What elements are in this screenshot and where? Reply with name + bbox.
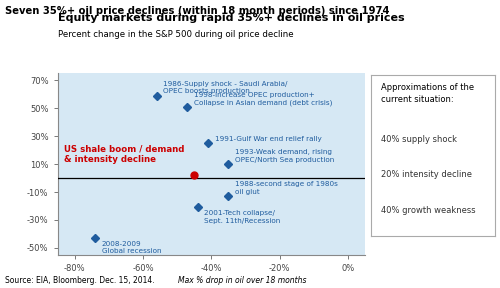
Text: US shale boom / demand
& intensity decline: US shale boom / demand & intensity decli… (64, 144, 184, 164)
Text: Equity markets during rapid 35%+ declines in oil prices: Equity markets during rapid 35%+ decline… (58, 13, 404, 23)
Text: 1998-increase OPEC production+
Collapse in Asian demand (debt crisis): 1998-increase OPEC production+ Collapse … (194, 92, 332, 105)
Text: Percent change in the S&P 500 during oil price decline: Percent change in the S&P 500 during oil… (58, 30, 293, 39)
Text: 40% growth weakness: 40% growth weakness (381, 206, 476, 215)
Text: 1991-Gulf War end relief rally: 1991-Gulf War end relief rally (214, 136, 322, 142)
Text: Approximations of the
current situation:: Approximations of the current situation: (381, 83, 474, 104)
Text: Source: EIA, Bloomberg. Dec. 15, 2014.: Source: EIA, Bloomberg. Dec. 15, 2014. (5, 276, 154, 285)
Text: 2001-Tech collapse/
Sept. 11th/Recession: 2001-Tech collapse/ Sept. 11th/Recession (204, 210, 281, 224)
Text: Max % drop in oil over 18 months: Max % drop in oil over 18 months (178, 276, 306, 285)
Text: Seven 35%+ oil price declines (within 18 month periods) since 1974: Seven 35%+ oil price declines (within 18… (5, 6, 390, 16)
Text: 2008-2009
Global recession: 2008-2009 Global recession (102, 241, 162, 254)
Text: 20% intensity decline: 20% intensity decline (381, 170, 472, 179)
Text: 1986-Supply shock - Saudi Arabia/
OPEC boosts production: 1986-Supply shock - Saudi Arabia/ OPEC b… (164, 81, 288, 94)
Text: 1993-Weak demand, rising
OPEC/North Sea production: 1993-Weak demand, rising OPEC/North Sea … (235, 149, 334, 163)
Text: 40% supply shock: 40% supply shock (381, 135, 457, 144)
Text: 1988-second stage of 1980s
oil glut: 1988-second stage of 1980s oil glut (235, 181, 338, 195)
